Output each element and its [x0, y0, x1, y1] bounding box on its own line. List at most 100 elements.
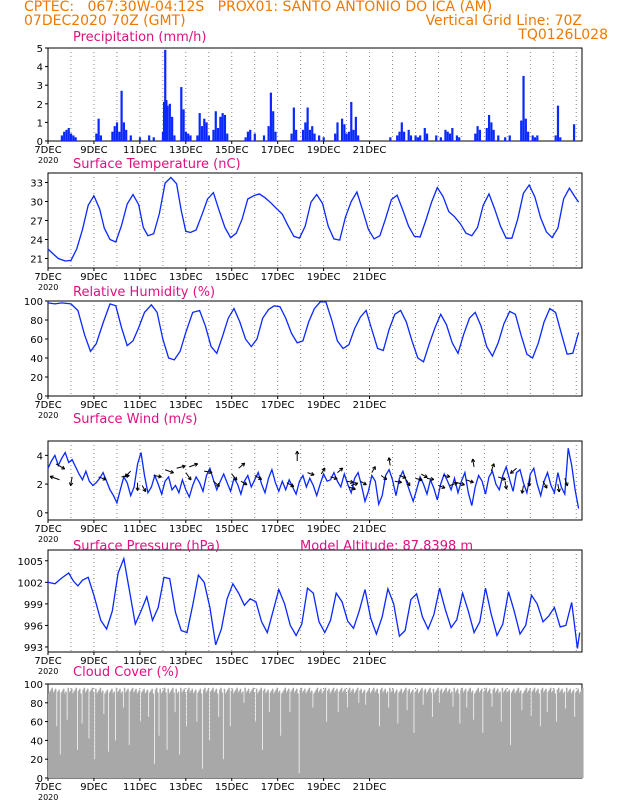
- cloud-bar: [322, 691, 325, 778]
- wind-arrow-shaft: [351, 482, 358, 486]
- cloud-bar: [93, 759, 96, 778]
- cloud-bar: [274, 691, 276, 778]
- wind-arrow-head: [402, 474, 407, 479]
- cloud-bar: [351, 690, 353, 778]
- precip-bar: [304, 122, 307, 141]
- cloud-bar: [112, 693, 114, 778]
- precip-bar: [187, 133, 190, 141]
- precip-bar: [129, 135, 132, 141]
- precip-bar: [95, 133, 98, 141]
- precipitation-xtick-label: 19DEC: [307, 145, 341, 156]
- cloud-bar: [452, 706, 454, 778]
- cloud-bar: [149, 692, 151, 778]
- cloud-bar: [96, 693, 98, 778]
- wind-arrow-shaft: [286, 482, 295, 488]
- cloud-bar: [162, 689, 165, 778]
- precip-bar: [219, 116, 222, 141]
- wind-arrow-head: [339, 467, 344, 472]
- cloud-bar: [554, 693, 556, 778]
- wind-arrow-head: [446, 474, 451, 479]
- precipitation-ytick-label: 3: [37, 81, 43, 92]
- cloud-bar: [327, 690, 329, 778]
- precip-bar: [269, 92, 272, 141]
- cloud-bar: [175, 688, 178, 778]
- precip-bar: [308, 129, 312, 141]
- cloud-bar: [137, 691, 140, 778]
- precipitation-ytick-label: 5: [37, 44, 43, 55]
- temperature-xtick-label: 17DEC: [261, 272, 295, 283]
- cloud-bar: [402, 691, 405, 778]
- header-grid-note: Vertical Grid Line: 70Z: [425, 13, 582, 29]
- cloud-bar: [51, 687, 53, 778]
- cloud-bar: [185, 726, 188, 778]
- cloud-bar: [254, 721, 257, 778]
- cloud-bar: [147, 716, 150, 778]
- cloud-bar: [61, 690, 64, 778]
- precipitation-xtick-label: 13DEC: [169, 145, 203, 156]
- cloud-bar: [378, 726, 381, 778]
- pressure-year-label: 2020: [38, 667, 58, 676]
- precip-bar: [168, 103, 171, 141]
- cloud-bar: [454, 692, 457, 778]
- cloud-bar: [533, 687, 536, 778]
- precip-bar: [74, 137, 77, 141]
- cloud-bar: [260, 687, 262, 778]
- cloud-bar: [297, 693, 299, 778]
- cloud-bar: [248, 693, 251, 778]
- cloud-bar: [439, 690, 442, 778]
- cloud-bar: [176, 693, 179, 778]
- cloud-bar: [56, 726, 58, 778]
- wind-arrow-shaft: [240, 480, 248, 486]
- cloud-bar: [337, 712, 339, 778]
- cloud-bar: [244, 687, 246, 778]
- cloud-bar: [285, 692, 288, 778]
- cloud-bar: [49, 691, 51, 778]
- cloud-bar: [123, 687, 126, 778]
- humidity-ytick-label: 40: [30, 354, 43, 365]
- cloud-bar: [572, 689, 575, 778]
- wind-arrow-shaft: [542, 480, 548, 489]
- precipitation-xtick-label: 21DEC: [353, 145, 387, 156]
- precip-bar: [212, 129, 215, 141]
- cloud-bar: [259, 689, 261, 778]
- cloud-bar: [400, 688, 403, 778]
- cloud-bar: [431, 716, 434, 778]
- precip-bar: [352, 129, 355, 141]
- cloud-bar: [266, 691, 268, 778]
- cloud-bar: [375, 690, 377, 778]
- humidity-series-line: [47, 301, 580, 363]
- cloud-bar: [221, 692, 223, 778]
- cloud-bar: [385, 693, 388, 778]
- cloud-bar: [135, 688, 137, 778]
- cloud-bar: [443, 691, 445, 778]
- cloud-bar: [379, 689, 382, 778]
- wind-arrow-shaft: [213, 480, 220, 487]
- cloud-cover-title: Cloud Cover (%): [73, 665, 179, 680]
- precip-bar: [161, 131, 165, 141]
- cloud-bar: [320, 688, 322, 778]
- cloud-bar: [95, 688, 97, 778]
- cloud-bar: [313, 693, 315, 778]
- cloud-bar: [364, 704, 367, 778]
- cloud-bar: [70, 688, 73, 778]
- cloud-bar: [513, 688, 515, 778]
- precip-bar: [536, 135, 539, 141]
- cloud-bar: [306, 691, 308, 778]
- precip-bar: [451, 127, 454, 141]
- cloud-bar: [545, 688, 547, 778]
- temperature-year-label: 2020: [38, 283, 58, 292]
- cloud-bar: [511, 690, 514, 778]
- precip-bar: [409, 135, 413, 141]
- cloud-bar: [250, 691, 252, 778]
- cloud-bar: [146, 689, 149, 778]
- cloud-bar: [568, 690, 570, 778]
- cloud-bar: [420, 689, 422, 778]
- precip-bar: [203, 118, 206, 141]
- precip-bar: [398, 131, 401, 141]
- cloud-bar: [371, 689, 374, 778]
- cloud-bar: [240, 693, 243, 778]
- cloud-cover-xtick-label: 13DEC: [169, 782, 203, 793]
- temperature-ytick-label: 27: [30, 217, 43, 228]
- precip-bar: [67, 127, 70, 141]
- cloud-bar: [122, 707, 125, 778]
